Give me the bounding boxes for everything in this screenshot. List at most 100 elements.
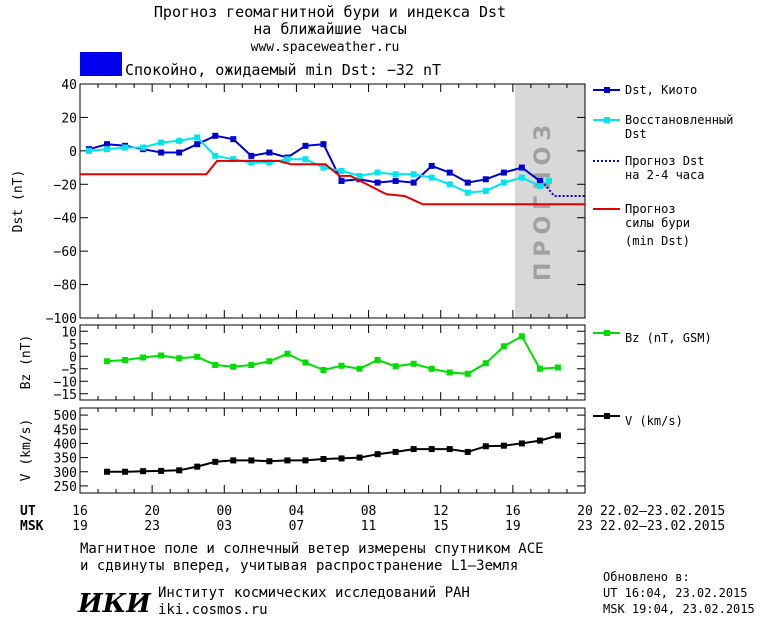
- v-ytick-label: 400: [54, 437, 77, 452]
- v-series-0-point: [122, 468, 129, 475]
- dst-series-0-point: [482, 176, 489, 183]
- v-series-0-point: [248, 457, 255, 464]
- dst-series-0-point: [518, 164, 525, 171]
- legend-storm-1: Прогноз: [625, 202, 676, 216]
- dst-series-0-point: [428, 162, 435, 169]
- legend-dst-kyoto-marker: [604, 87, 610, 93]
- institute-url[interactable]: iki.cosmos.ru: [158, 602, 268, 618]
- v-series-0-point: [482, 443, 489, 450]
- dst-series-1-point: [392, 171, 399, 178]
- bz-series-0-point: [284, 350, 291, 357]
- v-series-0-point: [266, 458, 273, 465]
- dst-series-1-point: [518, 174, 525, 181]
- v-series-0-point: [104, 468, 111, 475]
- footer-note-1: Магнитное поле и солнечный ветер измерен…: [80, 541, 544, 557]
- bz-ytick-label: 5: [69, 338, 77, 353]
- dst-series-0-point: [446, 169, 453, 176]
- msk-tick-label: 15: [433, 519, 449, 534]
- bz-series-0-point: [230, 363, 237, 370]
- dst-series-1-point: [158, 139, 165, 146]
- dst-series-0-point: [464, 179, 471, 186]
- v-series-0-point: [500, 442, 507, 449]
- bz-panel-frame: [79, 324, 586, 401]
- dst-series-0-point: [266, 149, 273, 156]
- dst-series-0-point: [410, 179, 417, 186]
- bz-ytick-label: 0: [69, 350, 77, 365]
- legend: Dst, Киото Восстановленный Dst Прогноз D…: [593, 83, 733, 428]
- site-url[interactable]: www.spaceweather.ru: [251, 40, 400, 55]
- updated-ut: UT 16:04, 23.02.2015: [603, 586, 748, 600]
- dst-series-0-point: [104, 141, 111, 148]
- v-ytick-label: 450: [54, 423, 77, 438]
- bz-ytick-label: −15: [54, 388, 77, 403]
- v-ytick-label: 350: [54, 452, 77, 467]
- bz-series-0-point: [356, 365, 363, 372]
- dst-series-1-point: [410, 171, 417, 178]
- dst-ytick-label: −100: [46, 312, 77, 327]
- bz-ytick-label: −10: [54, 375, 77, 390]
- v-series-0-point: [392, 448, 399, 455]
- v-series-0-point: [518, 440, 525, 447]
- v-series-0-point: [428, 446, 435, 453]
- bz-series-0-point: [554, 364, 561, 371]
- v-series-0-point: [464, 448, 471, 455]
- v-axis-label: V (km/s): [19, 419, 34, 482]
- chart-title-line-2: на ближайшие часы: [253, 20, 407, 38]
- dst-series-0-point: [212, 132, 219, 139]
- dst-series-0-point: [374, 179, 381, 186]
- bz-series-0-point: [104, 358, 111, 365]
- legend-bz: Bz (nT, GSM): [625, 331, 712, 345]
- dst-ytick-label: −60: [54, 245, 77, 260]
- dst-series-1-point: [545, 177, 552, 184]
- dst-series-1-point: [374, 169, 381, 176]
- dst-ytick-label: 0: [69, 145, 77, 160]
- dst-series-1-point: [356, 172, 363, 179]
- legend-v-marker: [604, 413, 610, 419]
- dst-panel-frame: [79, 83, 586, 319]
- dst-series-1-point: [212, 152, 219, 159]
- dst-ytick-label: 20: [61, 111, 77, 126]
- v-series-0-point: [554, 432, 561, 439]
- dst-series-1-point: [482, 187, 489, 194]
- bz-series-0-point: [320, 367, 327, 373]
- v-series-0-point: [194, 463, 201, 470]
- dst-series-0-point: [194, 141, 201, 148]
- msk-tick-label: 03: [216, 519, 232, 534]
- msk-label: MSK: [20, 519, 44, 534]
- msk-tick-label: 23: [144, 519, 160, 534]
- ut-tick-label: 16: [505, 504, 521, 519]
- dst-ytick-label: −80: [54, 279, 77, 294]
- msk-date-range: 22.02–23.02.2015: [600, 519, 725, 534]
- v-plot-area: [104, 432, 561, 475]
- ut-label: UT: [20, 504, 36, 519]
- legend-dst-restored-1: Восстановленный: [625, 113, 733, 127]
- updated-label: Обновлено в:: [603, 570, 690, 584]
- bz-plot-area: [104, 333, 561, 377]
- dst-series-2-line: [540, 180, 585, 197]
- v-series-0-point: [338, 455, 345, 462]
- bz-series-0-point: [464, 370, 471, 377]
- legend-dst-kyoto: Dst, Киото: [625, 83, 697, 97]
- ut-tick-label: 20: [577, 504, 593, 519]
- dst-series-1-point: [248, 159, 255, 166]
- dst-series-0-point: [356, 176, 363, 183]
- dst-series-0-point: [536, 177, 543, 184]
- v-ytick-label: 250: [54, 480, 77, 495]
- dst-series-1-point: [284, 156, 291, 163]
- ut-tick-label: 12: [433, 504, 449, 519]
- bz-axis-label: Bz (nT): [19, 335, 34, 390]
- dst-series-1-point: [194, 134, 201, 141]
- bz-series-0-point: [410, 360, 417, 367]
- ut-tick-label: 08: [361, 504, 377, 519]
- dst-series-0-point: [176, 149, 183, 156]
- v-series-0-point: [446, 446, 453, 453]
- v-series-0-point: [158, 467, 165, 474]
- v-series-0-point: [302, 457, 309, 464]
- ut-date-range: 22.02–23.02.2015: [600, 504, 725, 519]
- dst-series-0-point: [248, 152, 255, 159]
- legend-forecast-1: Прогноз Dst: [625, 154, 704, 168]
- bz-series-0-point: [536, 365, 543, 372]
- bz-series-0-point: [212, 362, 219, 368]
- dst-series-1-point: [464, 189, 471, 196]
